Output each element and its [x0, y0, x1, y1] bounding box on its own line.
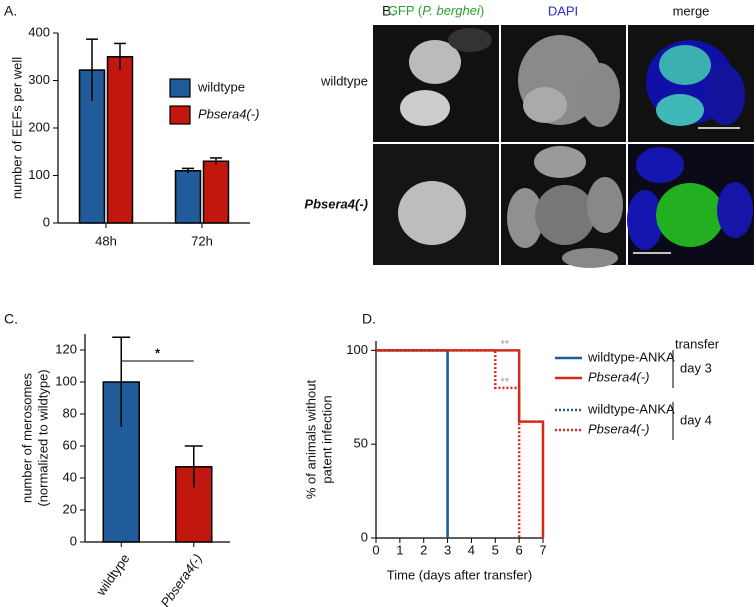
column-header: merge [673, 3, 710, 18]
x-tick-label: 48h [95, 233, 117, 248]
legend-group: day 4 [680, 412, 712, 427]
x-tick-label: 3 [444, 542, 451, 557]
row-label: Pbsera4(-) [304, 196, 368, 211]
header-part: ) [480, 3, 484, 18]
legend-label: Pbsera4(-) [198, 106, 259, 121]
significance-label: * [155, 345, 161, 360]
x-axis-label: Time (days after transfer) [387, 567, 532, 582]
y-tick-label: 100 [28, 167, 50, 182]
bar [202, 160, 230, 224]
y-axis-label: number of merosomes [19, 372, 34, 503]
legend-label: Pbsera4(-) [588, 421, 649, 436]
panel-label: C. [4, 311, 18, 327]
y-tick-label: 0 [361, 529, 368, 544]
x-tick-label: 0 [372, 542, 379, 557]
y-tick-label: 400 [28, 24, 50, 39]
x-tick-label: 72h [191, 233, 213, 248]
y-tick-label: 200 [28, 119, 50, 134]
y-tick-label: 0 [43, 214, 50, 229]
x-tick-label: Pbsera4(-) [158, 551, 206, 607]
x-tick-label: 7 [539, 542, 546, 557]
y-tick-label: 300 [28, 72, 50, 87]
micrographs [373, 25, 754, 268]
legend-swatch [169, 78, 191, 98]
legend-group: day 3 [680, 360, 712, 375]
y-axis-label: % of animals without [303, 380, 318, 500]
legend-label: wildtype [197, 79, 245, 94]
survival-line [376, 349, 521, 538]
survival-line [376, 349, 449, 538]
legend-title: transfer [675, 336, 720, 351]
y-axis-label: number of EEFs per well [9, 57, 24, 199]
x-tick-label: 6 [516, 542, 523, 557]
survival-line [376, 349, 449, 538]
panel-label: D. [362, 311, 376, 327]
x-tick-label: wildtype [93, 551, 133, 599]
column-header: DAPI [548, 3, 578, 18]
bar [174, 170, 202, 224]
y-axis-label: patent infection [319, 395, 334, 483]
y-tick-label: 50 [354, 436, 368, 451]
column-header: GFP (P. berghei) [388, 3, 484, 18]
x-tick-label: 4 [468, 542, 475, 557]
y-tick-label: 80 [63, 405, 77, 420]
header-part: GFP ( [388, 3, 423, 18]
y-tick-label: 20 [63, 501, 77, 516]
survival-line [376, 349, 545, 538]
y-tick-label: 60 [63, 437, 77, 452]
y-tick-label: 100 [55, 373, 77, 388]
panel-label: B. [382, 3, 395, 19]
y-tick-label: 40 [63, 469, 77, 484]
y-axis-label: (normalized to wildtype) [35, 369, 50, 506]
y-tick-label: 120 [55, 341, 77, 356]
annotation: ** [501, 376, 510, 388]
y-tick-label: 0 [70, 533, 77, 548]
legend-label: Pbsera4(-) [588, 369, 649, 384]
legend-label: wildtype-ANKA [587, 349, 675, 364]
header-part: P. berghei [422, 3, 481, 18]
y-tick-label: 100 [346, 342, 368, 357]
panel-label: A. [4, 3, 17, 19]
bar [106, 56, 134, 224]
row-label: wildtype [320, 73, 368, 88]
x-tick-label: 2 [420, 542, 427, 557]
x-tick-label: 5 [492, 542, 499, 557]
annotation: ** [501, 339, 510, 351]
legend-label: wildtype-ANKA [587, 401, 675, 416]
x-tick-label: 1 [396, 542, 403, 557]
legend-swatch [169, 105, 191, 125]
